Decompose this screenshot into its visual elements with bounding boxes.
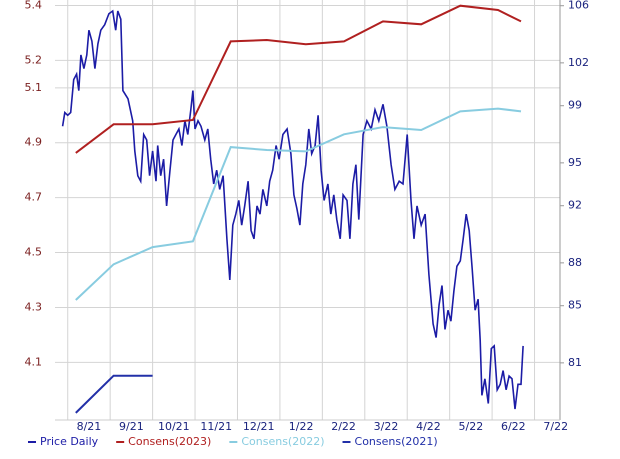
y-tick-label: 5.4 <box>25 0 43 11</box>
series-line <box>75 4 522 154</box>
y-tick-label: 4.1 <box>25 355 43 368</box>
y-tick-label: 4.5 <box>25 246 43 259</box>
y-tick-label: 5.2 <box>25 53 43 66</box>
y2-tick-label: 106 <box>568 0 589 12</box>
y-tick-label: 4.7 <box>25 191 43 204</box>
x-tick-label: 5/22 <box>459 420 484 433</box>
x-tick-label: 11/21 <box>200 420 232 433</box>
legend-label: Consens(2022) <box>241 435 324 448</box>
x-tick-label: 9/21 <box>119 420 144 433</box>
x-tick-label: 10/21 <box>158 420 190 433</box>
y-tick-label: 5.1 <box>25 81 43 94</box>
y2-tick-label: 85 <box>568 299 582 312</box>
y-tick-label: 4.9 <box>25 136 43 149</box>
y2-tick-label: 81 <box>568 356 582 369</box>
x-tick-label: 6/22 <box>501 420 526 433</box>
x-tick-label: 3/22 <box>374 420 399 433</box>
legend-label: Consens(2023) <box>128 435 211 448</box>
x-tick-label: 1/22 <box>289 420 314 433</box>
y2-tick-label: 88 <box>568 256 582 269</box>
y2-tick-label: 95 <box>568 156 582 169</box>
x-tick-label: 12/21 <box>243 420 275 433</box>
series-line <box>75 374 153 414</box>
x-tick-label: 2/22 <box>331 420 356 433</box>
x-tick-label: 7/22 <box>543 420 568 433</box>
legend-label: Price Daily <box>40 435 99 448</box>
y-tick-label: 4.3 <box>25 300 43 313</box>
x-tick-label: 8/21 <box>77 420 102 433</box>
y2-tick-label: 99 <box>568 99 582 112</box>
series-line <box>75 107 522 301</box>
x-tick-label: 4/22 <box>416 420 441 433</box>
y2-tick-label: 102 <box>568 56 589 69</box>
series-line <box>61 9 524 410</box>
y2-tick-label: 92 <box>568 199 582 212</box>
legend-label: Consens(2021) <box>355 435 438 448</box>
